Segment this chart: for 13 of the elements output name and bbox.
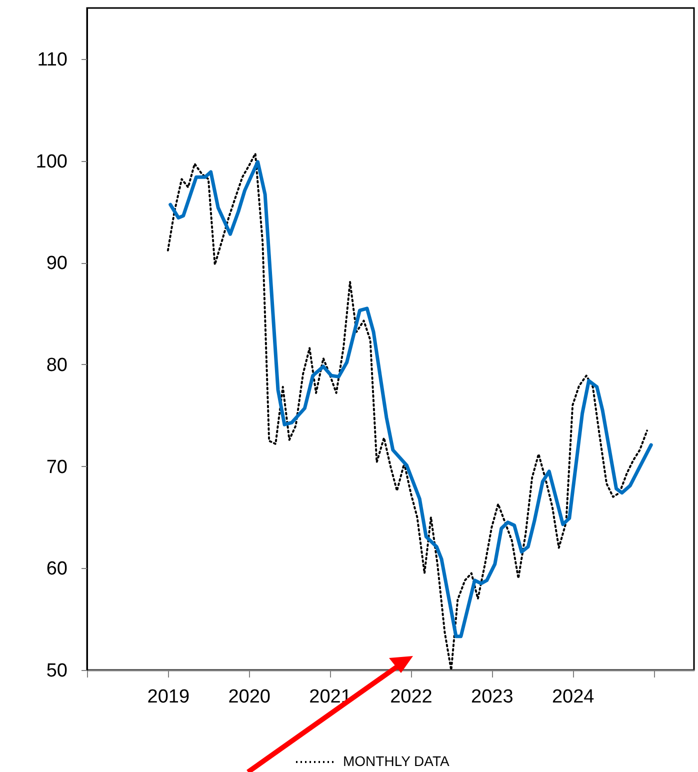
x-tick-label: 2024: [552, 686, 595, 708]
x-tick-label: 2019: [147, 686, 190, 708]
y-tick-label: 110: [37, 49, 68, 70]
x-tick-label: 2020: [228, 686, 271, 708]
y-tick-label: 100: [36, 151, 68, 172]
y-tick-label: 70: [46, 456, 68, 478]
y-tick-label: 50: [46, 660, 68, 682]
y-tick-label: 60: [46, 558, 68, 580]
x-tick-label: 2023: [471, 686, 514, 708]
legend-label: MONTHLY DATA: [343, 753, 450, 769]
y-tick-label: 90: [46, 253, 68, 274]
y-tick-label: 80: [46, 354, 68, 376]
x-tick-label: 2022: [390, 686, 432, 708]
